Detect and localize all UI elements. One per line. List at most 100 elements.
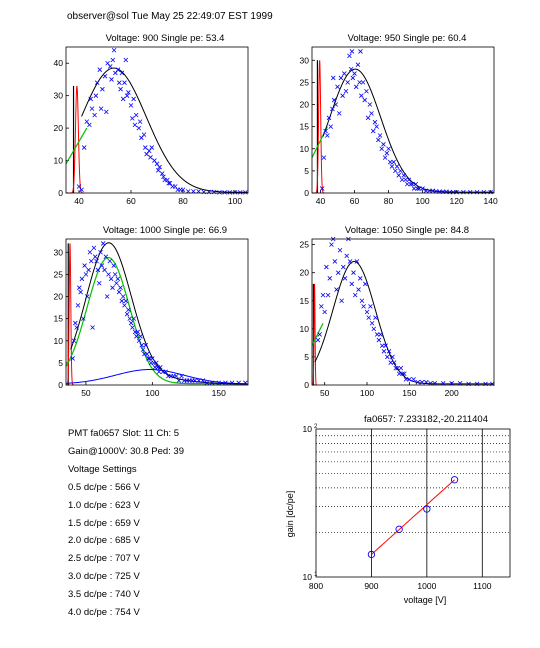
data-point [340, 93, 345, 98]
pmt-info-panel: PMT fa0657 Slot: 11 Ch: 5 Gain@1000V: 30… [68, 425, 184, 622]
data-point [357, 80, 362, 85]
data-point [347, 53, 352, 59]
data-point [74, 325, 79, 330]
data-point [323, 128, 328, 134]
gain-fit-line [371, 479, 455, 555]
gain-data-point [423, 505, 431, 513]
x-tick-label: 800 [309, 581, 323, 591]
x-tick-label: 900 [364, 581, 378, 591]
data-point [467, 189, 473, 195]
plot-frame [315, 428, 511, 578]
voltage-setting: 4.0 dc/pe : 754 V [68, 607, 140, 619]
data-point [387, 159, 393, 165]
voltage-setting: 3.5 dc/pe : 740 V [68, 589, 140, 601]
data-point [319, 186, 325, 191]
data-point [166, 180, 171, 186]
chart-title: Voltage: 1000 Single pe: 66.9 [103, 225, 227, 236]
data-point [330, 75, 336, 81]
data-point [144, 351, 150, 357]
data-point [152, 158, 157, 163]
data-point [388, 360, 394, 365]
data-point [352, 71, 357, 76]
y-tick-label: 30 [300, 55, 310, 65]
y-tick-label: 10 [303, 572, 313, 582]
data-point [356, 287, 361, 292]
y-tick-label: 5 [304, 166, 309, 176]
gain-vs-voltage-plot: fa0657: 7.233182,-20.211404 gain [dc/pe]… [285, 414, 511, 605]
y-tick-label: 5 [58, 358, 63, 368]
data-point [143, 145, 148, 150]
histogram-900v: Voltage: 900 Single pe: 53.4 40 60 80 100 0 1… [54, 33, 249, 206]
data-point [366, 315, 371, 320]
data-point [365, 115, 371, 121]
data-point [209, 380, 215, 386]
data-point [362, 97, 368, 103]
data-point [109, 77, 114, 82]
y-tick-label: 0 [304, 188, 309, 198]
plot-area: 40 60 80 100 0 10 20 30 40 [54, 46, 249, 206]
voltage-setting: 2.5 dc/pe : 707 V [68, 553, 140, 565]
data-point [134, 334, 139, 339]
data-point [122, 303, 127, 308]
plot-frame [65, 46, 249, 194]
data-point [89, 106, 95, 111]
data-point [393, 365, 399, 371]
data-point [126, 307, 131, 313]
data-point [348, 66, 354, 72]
plot-area: 50 100 150 200 0 5 10 15 20 25 [300, 236, 495, 398]
data-point [379, 146, 385, 152]
data-point [80, 316, 86, 321]
component-segment [65, 127, 88, 165]
data-point [150, 356, 155, 361]
x-tick-label: 40 [316, 196, 326, 206]
data-point [398, 168, 403, 174]
data-point [332, 259, 338, 264]
data-point [317, 332, 322, 337]
chart-title: Voltage: 1050 Single pe: 84.8 [345, 225, 469, 236]
data-point [154, 360, 159, 366]
data-point [355, 62, 361, 67]
data-point [124, 311, 130, 317]
data-point [411, 186, 417, 191]
data-point [114, 280, 119, 286]
data-point [76, 184, 82, 189]
y-tick-label: 25 [300, 77, 310, 87]
data-point [389, 164, 395, 169]
x-tick-label: 40 [74, 196, 84, 206]
data-point [351, 270, 356, 275]
chart-title: Voltage: 950 Single pe: 60.4 [348, 33, 467, 44]
data-point [390, 354, 395, 360]
y-tick-label: 20 [300, 268, 310, 278]
gain-data-point [395, 525, 403, 533]
data-point [123, 298, 129, 304]
gain-data-point [367, 550, 376, 559]
plot-frame [311, 46, 495, 194]
data-point [381, 142, 386, 147]
data-point [236, 380, 241, 386]
data-point [326, 115, 332, 121]
data-point [450, 189, 456, 195]
data-point [84, 294, 90, 299]
x-tick-label: 150 [212, 388, 226, 398]
data-point [132, 122, 138, 128]
data-point [92, 254, 98, 259]
data-point [403, 377, 409, 382]
data-point [159, 171, 165, 176]
data-point [103, 254, 109, 259]
data-point [173, 373, 179, 379]
y-axis-label: gain [dc/pe] [285, 491, 295, 538]
data-point [131, 316, 137, 321]
data-point [407, 377, 412, 382]
y-tick-label: 10 [54, 336, 64, 346]
y-tick-label: 20 [54, 123, 64, 133]
data-point [488, 189, 493, 195]
data-point [386, 146, 391, 152]
data-point [364, 88, 369, 94]
data-point [396, 371, 402, 377]
data-point [119, 70, 125, 76]
data-point [232, 190, 238, 195]
x-tick-label: 140 [484, 196, 498, 206]
data-point [358, 49, 363, 54]
data-point [217, 190, 222, 195]
data-point [374, 332, 380, 337]
